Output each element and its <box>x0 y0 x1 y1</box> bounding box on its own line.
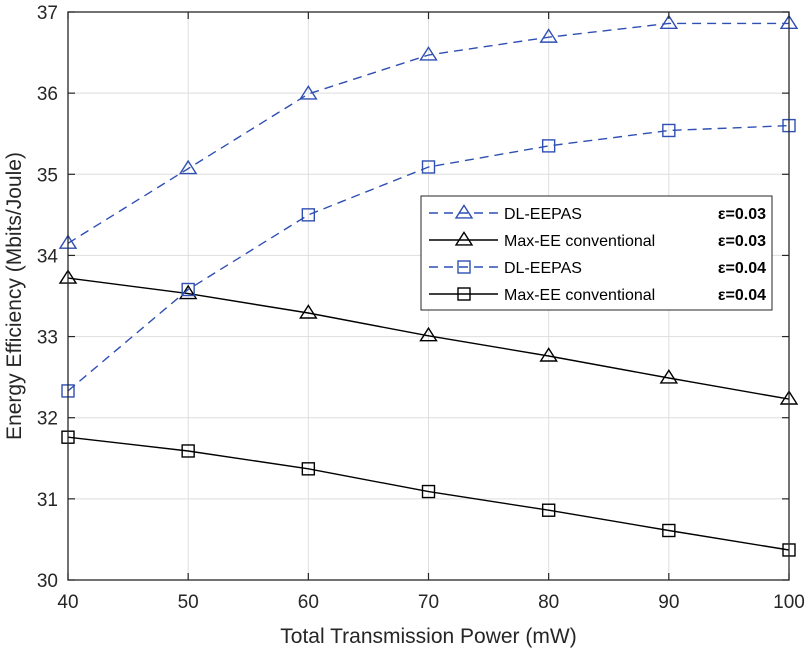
x-tick-label: 100 <box>773 592 805 613</box>
series-line <box>67 436 790 551</box>
y-tick-label: 35 <box>37 165 58 186</box>
legend-label: DL-EEPAS <box>504 206 582 223</box>
legend-box <box>420 195 773 311</box>
legend-epsilon: ε=0.04 <box>718 287 766 304</box>
y-tick-label: 32 <box>37 409 58 430</box>
x-tick-label: 70 <box>418 592 439 613</box>
legend-entry: Max-EE conventional ε=0.03 <box>429 231 766 250</box>
legend-entry: DL-EEPAS ε=0.04 <box>429 260 766 277</box>
series-line <box>67 22 789 244</box>
y-axis-label: Energy Efficiency (Mbits/Joule) <box>3 152 26 440</box>
y-tick-label: 37 <box>37 3 58 24</box>
legend-entry: DL-EEPAS ε=0.03 <box>429 204 766 223</box>
data-point-marker <box>662 123 676 138</box>
data-point-marker <box>301 462 316 476</box>
legend-epsilon: ε=0.03 <box>718 233 766 250</box>
y-tick-label: 34 <box>37 246 59 267</box>
data-point-marker <box>421 160 436 174</box>
legend-label: Max-EE conventional <box>504 233 655 250</box>
x-tick-label: 40 <box>57 592 78 613</box>
legend-marker <box>454 204 474 219</box>
legend-marker <box>457 287 471 301</box>
data-point-marker <box>539 347 558 362</box>
x-tick-label: 80 <box>538 592 559 613</box>
legend-entry: Max-EE conventional ε=0.04 <box>429 287 766 304</box>
x-tick-label: 90 <box>658 592 679 613</box>
series-line <box>67 277 790 400</box>
data-point-marker <box>541 139 556 153</box>
data-point-marker <box>419 46 438 61</box>
data-point-marker <box>539 28 558 43</box>
y-tick-label: 30 <box>37 571 58 592</box>
data-point-marker <box>421 484 436 499</box>
data-point-marker <box>659 14 679 30</box>
legend-epsilon: ε=0.04 <box>718 260 766 277</box>
x-axis-label: Total Transmission Power (mW) <box>280 625 576 648</box>
data-point-marker <box>181 444 195 458</box>
series-3 <box>61 430 796 557</box>
data-point-marker <box>181 282 195 297</box>
data-point-marker <box>299 304 318 319</box>
x-tick-label: 50 <box>178 592 199 613</box>
series-line <box>67 124 790 392</box>
data-point-marker <box>299 85 318 100</box>
data-point-marker <box>301 208 316 222</box>
legend-marker <box>454 231 474 246</box>
legend-label: DL-EEPAS <box>504 260 582 277</box>
y-tick-label: 33 <box>37 328 58 349</box>
data-point-marker <box>178 159 198 175</box>
ticks: 40 50 60 70 80 90 100 30 31 32 33 34 35 36 37 <box>37 3 805 613</box>
series-layer <box>58 14 799 557</box>
legend-label: Max-EE conventional <box>504 287 655 304</box>
x-tick-label: 60 <box>298 592 319 613</box>
y-tick-label: 36 <box>37 84 58 105</box>
y-tick-label: 31 <box>37 490 58 511</box>
legend-marker <box>457 260 471 274</box>
data-point-marker <box>662 523 676 538</box>
data-point-marker <box>659 369 679 384</box>
data-point-marker <box>541 503 556 517</box>
legend-epsilon: ε=0.03 <box>718 206 766 223</box>
data-point-marker <box>419 326 438 342</box>
